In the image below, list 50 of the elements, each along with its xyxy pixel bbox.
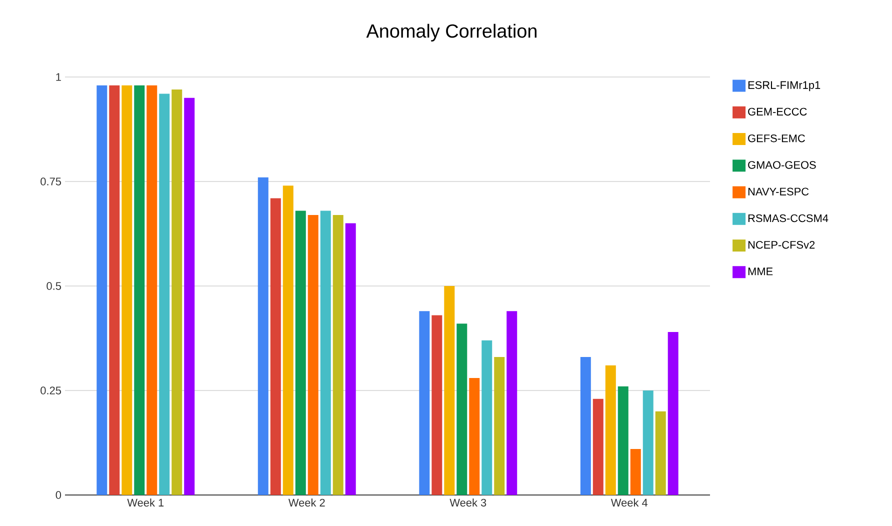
bar: [159, 94, 170, 495]
legend-label: GEM-ECCC: [748, 108, 807, 116]
bar: [482, 340, 492, 495]
y-tick-label: 0.25: [40, 386, 62, 394]
legend-label: NAVY-ESPC: [748, 188, 809, 196]
bar: [258, 177, 268, 495]
bar: [96, 85, 108, 495]
bar: [146, 85, 158, 495]
bar: [432, 315, 442, 495]
legend-label: ESRL-FIMr1p1: [748, 81, 820, 92]
x-tick-label: Week 3: [450, 498, 486, 507]
bar: [308, 214, 318, 495]
bar: [618, 386, 628, 495]
bar: [642, 390, 654, 495]
bar: [184, 98, 195, 495]
y-tick-label: 0: [56, 491, 62, 499]
bar: [172, 90, 182, 495]
bar: [444, 286, 455, 495]
legend-label: MME: [748, 268, 773, 276]
bar: [295, 210, 306, 495]
legend-label: NCEP-CFSv2: [748, 240, 815, 249]
bar: [592, 398, 604, 495]
bar: [630, 449, 641, 495]
y-tick-label: 0.5: [46, 282, 62, 290]
bar: [419, 311, 430, 495]
bar: [469, 378, 480, 495]
bar: [580, 357, 591, 495]
chart-title: Anomaly Correlation: [366, 24, 536, 42]
bar: [605, 365, 616, 495]
bar: [668, 332, 678, 495]
bar: [494, 357, 505, 495]
legend-label: GMAO-GEOS: [748, 161, 816, 169]
bar: [655, 411, 666, 495]
bar: [332, 214, 344, 495]
bar: [506, 311, 518, 495]
bar: [282, 186, 294, 495]
x-tick-label: Week 1: [127, 498, 164, 507]
bar: [270, 198, 281, 495]
bar: [456, 324, 468, 495]
legend-label: GEFS-EMC: [748, 134, 805, 142]
legend-label: RSMAS-CCSM4: [748, 214, 828, 222]
x-tick-label: Week 2: [288, 498, 325, 507]
y-tick-label: 0.75: [40, 178, 62, 186]
bar: [320, 210, 331, 495]
bar: [345, 223, 356, 495]
bar: [109, 85, 120, 495]
x-tick-label: Week 4: [610, 498, 648, 507]
y-tick-label: 1: [56, 73, 61, 81]
bar: [122, 85, 132, 495]
bar: [134, 85, 145, 495]
